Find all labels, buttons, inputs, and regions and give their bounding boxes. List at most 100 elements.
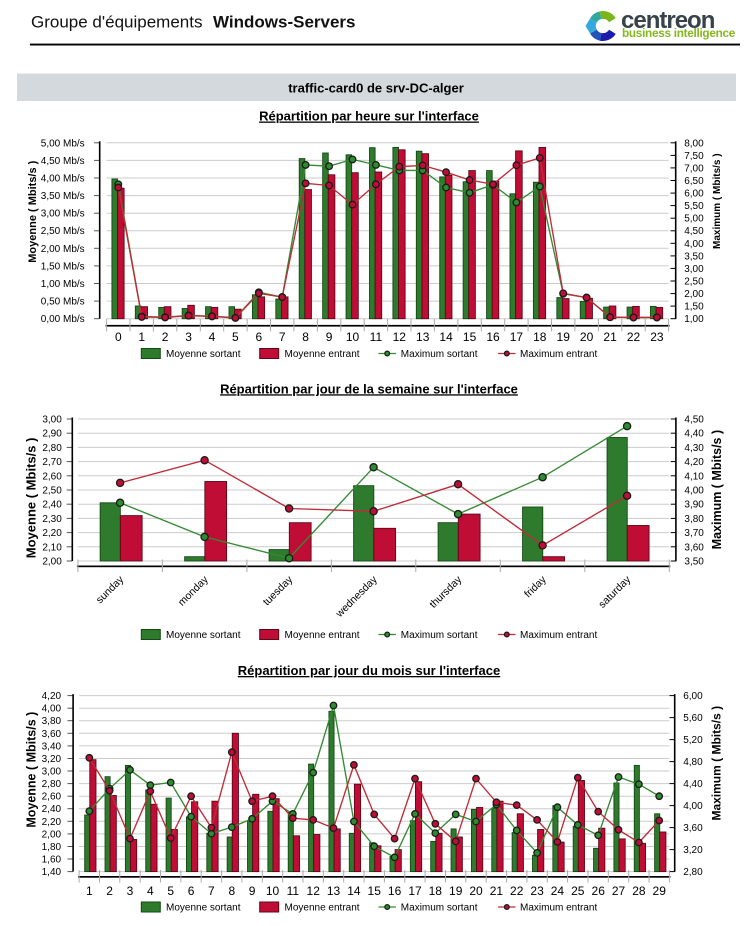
svg-text:4,50: 4,50 [684, 226, 704, 237]
svg-text:2,00: 2,00 [42, 829, 62, 840]
svg-text:18: 18 [533, 330, 547, 344]
svg-text:Maximum sortant: Maximum sortant [401, 630, 478, 641]
svg-text:Maximum sortant: Maximum sortant [401, 349, 478, 360]
svg-text:Moyenne ( Mbits/s ): Moyenne ( Mbits/s ) [24, 712, 38, 828]
svg-text:2,00 Mb/s: 2,00 Mb/s [41, 244, 85, 255]
svg-text:1,80: 1,80 [42, 842, 62, 853]
svg-text:2,00: 2,00 [684, 289, 704, 300]
svg-text:2,50: 2,50 [684, 277, 704, 288]
svg-text:13: 13 [416, 330, 430, 344]
svg-text:3,00: 3,00 [42, 767, 62, 778]
svg-text:6: 6 [255, 330, 262, 344]
svg-text:3,20: 3,20 [683, 845, 703, 856]
svg-text:9: 9 [326, 330, 333, 344]
svg-text:3,60: 3,60 [683, 823, 703, 834]
svg-text:2,00: 2,00 [42, 557, 62, 568]
svg-text:2,60: 2,60 [42, 792, 62, 803]
svg-text:21: 21 [603, 330, 617, 344]
svg-text:2,40: 2,40 [42, 804, 62, 815]
svg-text:2: 2 [106, 884, 113, 898]
svg-text:1: 1 [86, 884, 93, 898]
svg-text:2,10: 2,10 [42, 542, 62, 553]
svg-text:2,80: 2,80 [42, 443, 62, 454]
svg-text:12: 12 [307, 884, 321, 898]
svg-text:Moyenne sortant: Moyenne sortant [166, 349, 241, 360]
svg-text:29: 29 [653, 884, 667, 898]
svg-text:Maximum entrant: Maximum entrant [520, 349, 597, 360]
svg-text:4,40: 4,40 [683, 779, 703, 790]
svg-text:1,40: 1,40 [42, 867, 62, 878]
svg-text:Maximum ( Mbits/s ): Maximum ( Mbits/s ) [710, 430, 724, 549]
svg-text:6,00: 6,00 [683, 691, 703, 702]
svg-text:14: 14 [347, 884, 361, 898]
svg-text:3,90: 3,90 [684, 500, 704, 511]
svg-text:2,70: 2,70 [42, 457, 62, 468]
svg-text:2,50: 2,50 [42, 486, 62, 497]
svg-text:4,00: 4,00 [683, 801, 703, 812]
svg-text:Maximum ( Mbits/s ): Maximum ( Mbits/s ) [710, 706, 724, 821]
svg-text:17: 17 [408, 884, 422, 898]
svg-text:13: 13 [327, 884, 341, 898]
svg-text:11: 11 [287, 884, 300, 898]
svg-text:3,50 Mb/s: 3,50 Mb/s [41, 191, 85, 202]
svg-text:24: 24 [551, 884, 565, 898]
svg-text:Moyenne entrant: Moyenne entrant [285, 630, 360, 641]
svg-text:5: 5 [167, 884, 174, 898]
svg-text:7: 7 [279, 330, 286, 344]
svg-text:23: 23 [530, 884, 544, 898]
svg-text:1,60: 1,60 [42, 855, 62, 866]
svg-text:20: 20 [469, 884, 483, 898]
svg-text:4,00: 4,00 [42, 704, 62, 715]
svg-text:1,50 Mb/s: 1,50 Mb/s [41, 261, 85, 272]
svg-text:4,00: 4,00 [684, 239, 704, 250]
svg-text:centreon: centreon [621, 7, 715, 34]
svg-text:0: 0 [115, 330, 122, 344]
svg-text:Moyenne entrant: Moyenne entrant [285, 349, 360, 360]
svg-text:4,00: 4,00 [684, 486, 704, 497]
svg-text:Windows-Servers: Windows-Servers [213, 13, 356, 32]
svg-text:2,80: 2,80 [42, 779, 62, 790]
svg-text:2,90: 2,90 [42, 429, 62, 440]
svg-text:14: 14 [439, 330, 453, 344]
svg-text:Répartition par jour de la sem: Répartition par jour de la semaine sur l… [220, 381, 518, 396]
svg-text:15: 15 [463, 330, 477, 344]
svg-text:Maximum sortant: Maximum sortant [401, 903, 478, 914]
svg-text:11: 11 [370, 330, 383, 344]
svg-text:3,80: 3,80 [684, 514, 704, 525]
svg-text:Moyenne sortant: Moyenne sortant [166, 630, 241, 641]
svg-text:28: 28 [632, 884, 646, 898]
svg-text:7,50: 7,50 [684, 151, 704, 162]
svg-text:4,80: 4,80 [683, 757, 703, 768]
svg-text:2: 2 [162, 330, 169, 344]
svg-text:3,40: 3,40 [42, 741, 62, 752]
svg-text:12: 12 [393, 330, 407, 344]
svg-text:22: 22 [510, 884, 524, 898]
svg-text:25: 25 [571, 884, 585, 898]
svg-text:3,60: 3,60 [42, 729, 62, 740]
svg-text:26: 26 [592, 884, 606, 898]
svg-text:2,20: 2,20 [42, 817, 62, 828]
svg-text:1: 1 [138, 330, 145, 344]
svg-text:17: 17 [510, 330, 524, 344]
svg-text:Maximum ( Mbits/s ): Maximum ( Mbits/s ) [712, 153, 723, 249]
svg-text:Groupe d'équipements: Groupe d'équipements [31, 13, 202, 32]
svg-text:4,30: 4,30 [684, 443, 704, 454]
svg-text:3,00 Mb/s: 3,00 Mb/s [41, 209, 85, 220]
svg-text:10: 10 [346, 330, 360, 344]
svg-text:4,00 Mb/s: 4,00 Mb/s [41, 174, 85, 185]
svg-text:3,00: 3,00 [42, 415, 62, 426]
svg-text:19: 19 [557, 330, 571, 344]
svg-text:3: 3 [185, 330, 192, 344]
svg-text:15: 15 [368, 884, 382, 898]
svg-text:Moyenne ( Mbits/s ): Moyenne ( Mbits/s ) [23, 438, 38, 559]
svg-text:2,60: 2,60 [42, 471, 62, 482]
svg-text:1,50: 1,50 [684, 302, 704, 313]
svg-text:5,20: 5,20 [683, 735, 703, 746]
svg-text:5,00 Mb/s: 5,00 Mb/s [41, 138, 85, 149]
svg-text:4,40: 4,40 [684, 429, 704, 440]
svg-text:Maximum entrant: Maximum entrant [520, 903, 597, 914]
svg-text:5,60: 5,60 [683, 713, 703, 724]
svg-text:4: 4 [209, 330, 216, 344]
svg-text:2,20: 2,20 [42, 528, 62, 539]
svg-text:2,40: 2,40 [42, 500, 62, 511]
